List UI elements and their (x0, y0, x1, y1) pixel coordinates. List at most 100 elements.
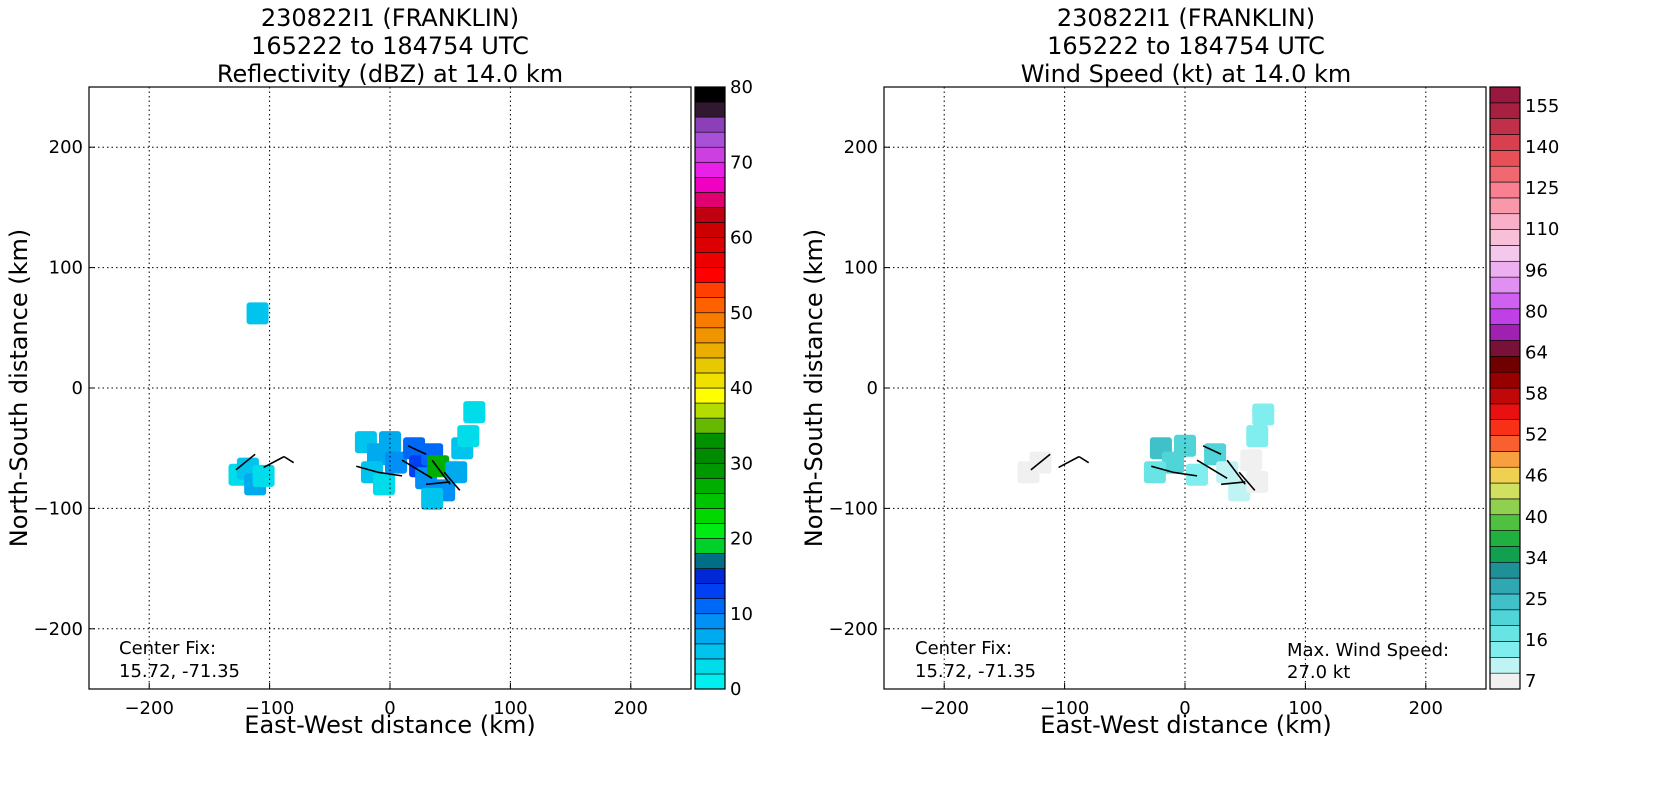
panel-title-line-3: Wind Speed (kt) at 14.0 km (1021, 60, 1352, 88)
colorbar: 0 10 20 30 40 50 60 70 80 (694, 77, 753, 700)
colorbar-segment (1489, 260, 1521, 278)
colorbar-segment (1489, 466, 1521, 484)
colorbar-segment (694, 523, 726, 539)
colorbar-segment (1489, 340, 1521, 357)
data-cell (445, 461, 468, 484)
colorbar-segment (694, 402, 726, 419)
colorbar-segment (694, 327, 726, 344)
colorbar-segment (1489, 514, 1521, 531)
colorbar-segment (1489, 419, 1521, 436)
data-cell (463, 401, 486, 424)
wind-barb (1202, 445, 1222, 455)
colorbar-segment (694, 598, 726, 615)
y-tick-labels: −200 −100 0 100 200 (829, 137, 890, 640)
colorbar-segment (694, 161, 726, 178)
y-tick-label: 100 (49, 258, 83, 279)
colorbar-tick-label: 52 (1525, 425, 1548, 446)
grid-layer (884, 87, 1486, 689)
colorbar-segment (1489, 197, 1521, 215)
colorbar-segment (1489, 324, 1521, 341)
colorbar-segment (694, 568, 726, 584)
colorbar-segment (1489, 625, 1521, 642)
data-cell (372, 473, 395, 496)
colorbar-segment (1489, 134, 1521, 151)
wind-barb (1078, 455, 1090, 464)
colorbar-tick-label: 40 (730, 378, 753, 399)
x-tick-label: −200 (124, 698, 173, 719)
colorbar-segment (694, 177, 726, 193)
colorbar-segment (694, 658, 726, 675)
max-wind-label: Max. Wind Speed: (1287, 640, 1449, 661)
data-cell (457, 425, 480, 448)
data-cell (1228, 479, 1251, 502)
colorbar-segment (1489, 292, 1521, 310)
colorbar-segment (1489, 102, 1521, 119)
colorbar-tick-label: 46 (1525, 466, 1548, 487)
y-axis-label: North-South distance (km) (800, 229, 828, 548)
colorbar-segment (1489, 403, 1521, 420)
wind-barb (426, 481, 451, 486)
center-fix-label: Center Fix: (915, 638, 1012, 659)
data-cell (252, 464, 275, 487)
colorbar-segment (1489, 672, 1521, 690)
colorbar-segment (694, 462, 726, 479)
wind-barb (431, 459, 451, 485)
data-cell (379, 431, 401, 454)
colorbar-segment (1489, 86, 1521, 104)
colorbar-segment (1489, 118, 1521, 135)
colorbar-segment (1489, 641, 1521, 658)
colorbar-segment (694, 237, 726, 253)
wind-barb (1151, 465, 1174, 474)
colorbar-segment (694, 417, 726, 434)
colorbar-segment (694, 131, 726, 148)
colorbar-segment (1489, 561, 1521, 579)
center-fix-label: Center Fix: (119, 638, 216, 659)
colorbar-segment (694, 372, 726, 389)
y-tick-label: 200 (844, 137, 878, 158)
colorbar-tick-label: 110 (1525, 219, 1559, 240)
colorbar-segment (1489, 451, 1521, 468)
wind-barb (283, 455, 295, 464)
colorbar-tick-label: 16 (1525, 630, 1548, 651)
wind-barb (1226, 459, 1246, 485)
y-tick-label: 0 (72, 378, 83, 399)
colorbar-segment (1489, 165, 1521, 183)
colorbar-tick-label: 58 (1525, 384, 1548, 405)
colorbar-segment (694, 116, 726, 133)
colorbar-segment (694, 282, 726, 298)
wind-barb (1030, 453, 1051, 471)
x-tick-label: 100 (1288, 698, 1322, 719)
cells-layer (228, 302, 486, 510)
colorbar-frame (694, 86, 726, 690)
colorbar-segment (694, 101, 726, 118)
colorbar-segment (1489, 657, 1521, 674)
data-cell (1174, 434, 1196, 457)
panel-title-line-2: 165222 to 184754 UTC (1047, 32, 1325, 60)
colorbar-segment (694, 267, 726, 283)
colorbar-tick-label: 60 (730, 228, 753, 249)
colorbar-segment (694, 207, 726, 223)
colorbar-segment (694, 477, 726, 494)
center-fix-value: 15.72, -71.35 (915, 661, 1036, 682)
colorbar-segment (1489, 213, 1521, 230)
wind-barb (1238, 471, 1256, 491)
x-axis-label: East-West distance (km) (1040, 711, 1331, 739)
colorbar: 7 16 25 34 40 46 52 58 64 80 96 110 125 140 155 (1489, 86, 1559, 692)
colorbar-tick-label: 0 (730, 679, 741, 700)
colorbar-tick-label: 50 (730, 303, 753, 324)
colorbar-tick-label: 80 (1525, 301, 1548, 322)
colorbar-segment (1489, 498, 1521, 516)
data-cell (1246, 425, 1269, 448)
data-cell (1143, 461, 1166, 484)
colorbar-segment (694, 553, 726, 569)
panel-title-line-1: 230822I1 (FRANKLIN) (261, 4, 519, 32)
x-axis-label: East-West distance (km) (244, 711, 535, 739)
colorbar-segment (1489, 181, 1521, 199)
panel-title-line-2: 165222 to 184754 UTC (251, 32, 529, 60)
x-tick-label: −100 (1040, 698, 1089, 719)
wind-barb (263, 455, 285, 469)
colorbar-segment (1489, 482, 1521, 500)
x-tick-label: −100 (245, 698, 294, 719)
x-tick-labels: −200 −100 0 100 200 (919, 683, 1443, 719)
